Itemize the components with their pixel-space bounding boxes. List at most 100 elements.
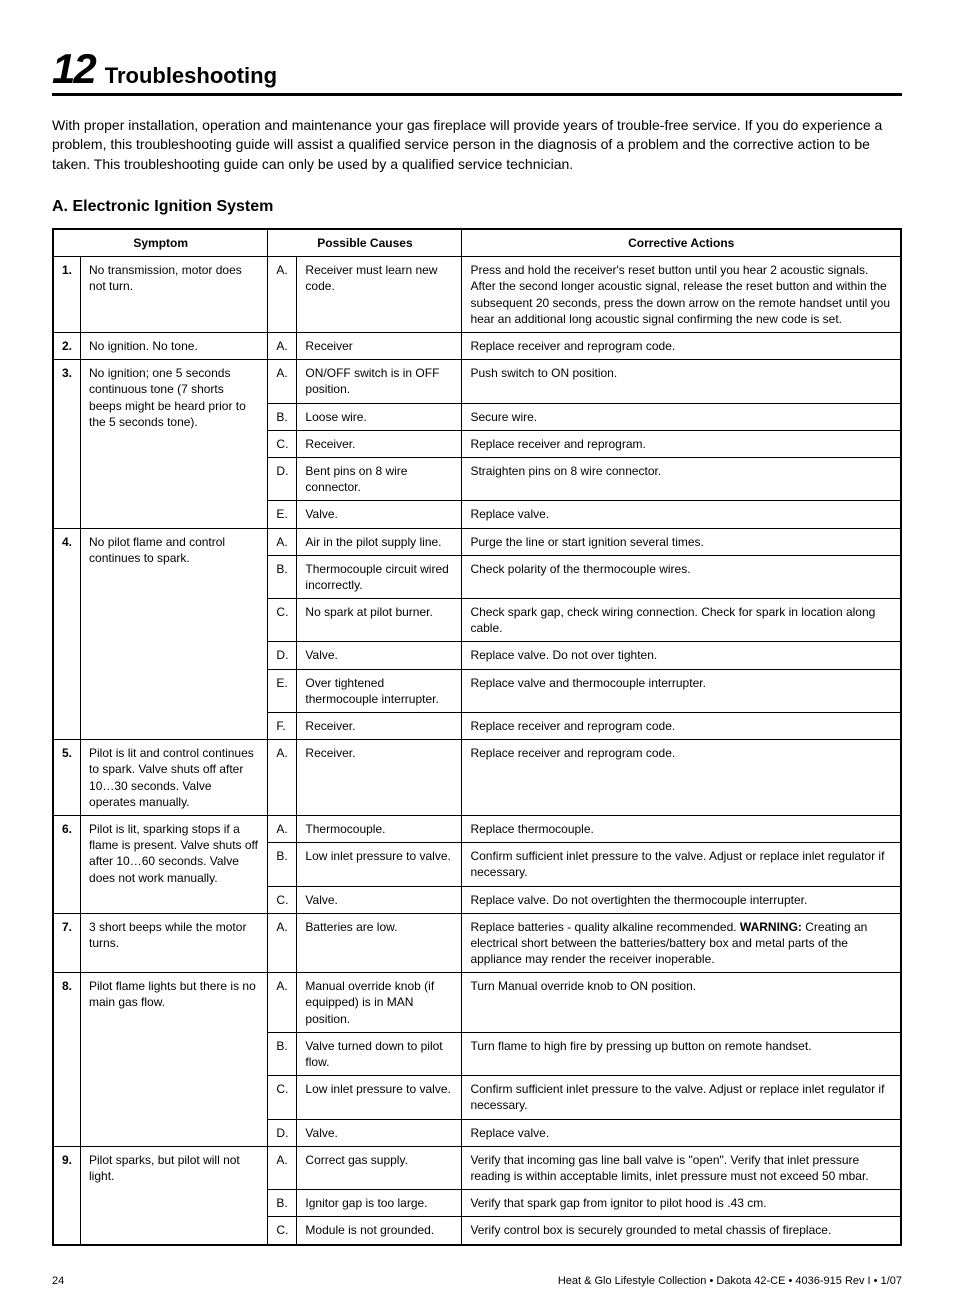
action-text: Verify that incoming gas line ball valve… (462, 1146, 901, 1189)
action-text: Push switch to ON position. (462, 360, 901, 403)
cause-text: ON/OFF switch is in OFF position. (297, 360, 462, 403)
chapter-title: Troubleshooting (105, 61, 277, 91)
cause-letter: A. (268, 360, 297, 403)
action-text: Confirm sufficient inlet pressure to the… (462, 843, 901, 886)
action-text: Replace valve and thermocouple interrupt… (462, 669, 901, 712)
cause-text: Correct gas supply. (297, 1146, 462, 1189)
cause-letter: C. (268, 430, 297, 457)
action-text: Replace valve. (462, 501, 901, 528)
cause-letter: C. (268, 1076, 297, 1119)
cause-text: Air in the pilot supply line. (297, 528, 462, 555)
symptom-number: 1. (53, 257, 81, 333)
action-text: Replace batteries - quality alkaline rec… (462, 913, 901, 973)
cause-text: Receiver. (297, 740, 462, 816)
action-text: Replace valve. (462, 1119, 901, 1146)
cause-letter: D. (268, 1119, 297, 1146)
header-causes: Possible Causes (268, 229, 462, 257)
symptom-number: 2. (53, 333, 81, 360)
symptom-text: Pilot is lit, sparking stops if a flame … (81, 815, 268, 913)
table-row: 2.No ignition. No tone.A.ReceiverReplace… (53, 333, 901, 360)
symptom-number: 4. (53, 528, 81, 740)
cause-text: Loose wire. (297, 403, 462, 430)
chapter-header: 12 Troubleshooting (52, 48, 902, 96)
cause-text: Thermocouple circuit wired incorrectly. (297, 555, 462, 598)
cause-letter: E. (268, 501, 297, 528)
symptom-text: 3 short beeps while the motor turns. (81, 913, 268, 973)
cause-text: Receiver. (297, 430, 462, 457)
cause-letter: B. (268, 555, 297, 598)
cause-text: No spark at pilot burner. (297, 599, 462, 642)
cause-letter: E. (268, 669, 297, 712)
action-text: Turn Manual override knob to ON position… (462, 973, 901, 1033)
cause-letter: A. (268, 257, 297, 333)
chapter-number: 12 (52, 48, 95, 90)
cause-text: Over tightened thermocouple interrupter. (297, 669, 462, 712)
action-text: Verify control box is securely grounded … (462, 1217, 901, 1245)
action-text: Replace receiver and reprogram code. (462, 333, 901, 360)
symptom-text: Pilot flame lights but there is no main … (81, 973, 268, 1147)
action-text: Replace receiver and reprogram. (462, 430, 901, 457)
symptom-number: 8. (53, 973, 81, 1147)
action-text: Replace valve. Do not overtighten the th… (462, 886, 901, 913)
cause-letter: A. (268, 913, 297, 973)
table-row: 3.No ignition; one 5 seconds continuous … (53, 360, 901, 403)
cause-letter: C. (268, 599, 297, 642)
action-text: Verify that spark gap from ignitor to pi… (462, 1190, 901, 1217)
cause-text: Receiver. (297, 713, 462, 740)
cause-text: Bent pins on 8 wire connector. (297, 457, 462, 500)
cause-letter: B. (268, 843, 297, 886)
symptom-text: Pilot sparks, but pilot will not light. (81, 1146, 268, 1244)
cause-letter: C. (268, 1217, 297, 1245)
action-text: Press and hold the receiver's reset butt… (462, 257, 901, 333)
cause-text: Valve. (297, 886, 462, 913)
cause-letter: A. (268, 333, 297, 360)
symptom-text: No transmission, motor does not turn. (81, 257, 268, 333)
header-actions: Corrective Actions (462, 229, 901, 257)
cause-text: Valve. (297, 642, 462, 669)
cause-letter: A. (268, 973, 297, 1033)
cause-text: Ignitor gap is too large. (297, 1190, 462, 1217)
action-text: Secure wire. (462, 403, 901, 430)
cause-text: Low inlet pressure to valve. (297, 843, 462, 886)
cause-text: Batteries are low. (297, 913, 462, 973)
action-text: Turn flame to high fire by pressing up b… (462, 1032, 901, 1075)
symptom-number: 9. (53, 1146, 81, 1244)
cause-text: Module is not grounded. (297, 1217, 462, 1245)
cause-text: Valve. (297, 1119, 462, 1146)
cause-text: Thermocouple. (297, 815, 462, 842)
cause-letter: D. (268, 457, 297, 500)
table-row: 9.Pilot sparks, but pilot will not light… (53, 1146, 901, 1189)
symptom-number: 6. (53, 815, 81, 913)
cause-letter: B. (268, 1032, 297, 1075)
cause-letter: A. (268, 815, 297, 842)
symptom-number: 7. (53, 913, 81, 973)
cause-letter: A. (268, 528, 297, 555)
symptom-text: No ignition; one 5 seconds continuous to… (81, 360, 268, 528)
intro-paragraph: With proper installation, operation and … (52, 116, 902, 175)
action-text: Replace valve. Do not over tighten. (462, 642, 901, 669)
action-text: Check spark gap, check wiring connection… (462, 599, 901, 642)
header-symptom: Symptom (53, 229, 268, 257)
cause-letter: A. (268, 1146, 297, 1189)
cause-letter: C. (268, 886, 297, 913)
action-text: Straighten pins on 8 wire connector. (462, 457, 901, 500)
cause-text: Valve. (297, 501, 462, 528)
symptom-number: 5. (53, 740, 81, 816)
cause-text: Valve turned down to pilot flow. (297, 1032, 462, 1075)
action-text: Confirm sufficient inlet pressure to the… (462, 1076, 901, 1119)
cause-letter: B. (268, 403, 297, 430)
troubleshooting-table: Symptom Possible Causes Corrective Actio… (52, 228, 902, 1245)
symptom-text: No ignition. No tone. (81, 333, 268, 360)
table-row: 5.Pilot is lit and control continues to … (53, 740, 901, 816)
table-row: 4.No pilot flame and control continues t… (53, 528, 901, 555)
table-row: 8.Pilot flame lights but there is no mai… (53, 973, 901, 1033)
table-row: 6.Pilot is lit, sparking stops if a flam… (53, 815, 901, 842)
symptom-number: 3. (53, 360, 81, 528)
cause-text: Receiver (297, 333, 462, 360)
table-row: 1.No transmission, motor does not turn.A… (53, 257, 901, 333)
section-heading: A. Electronic Ignition System (52, 196, 902, 218)
action-text: Check polarity of the thermocouple wires… (462, 555, 901, 598)
cause-letter: D. (268, 642, 297, 669)
cause-text: Low inlet pressure to valve. (297, 1076, 462, 1119)
page-number: 24 (52, 1274, 64, 1289)
